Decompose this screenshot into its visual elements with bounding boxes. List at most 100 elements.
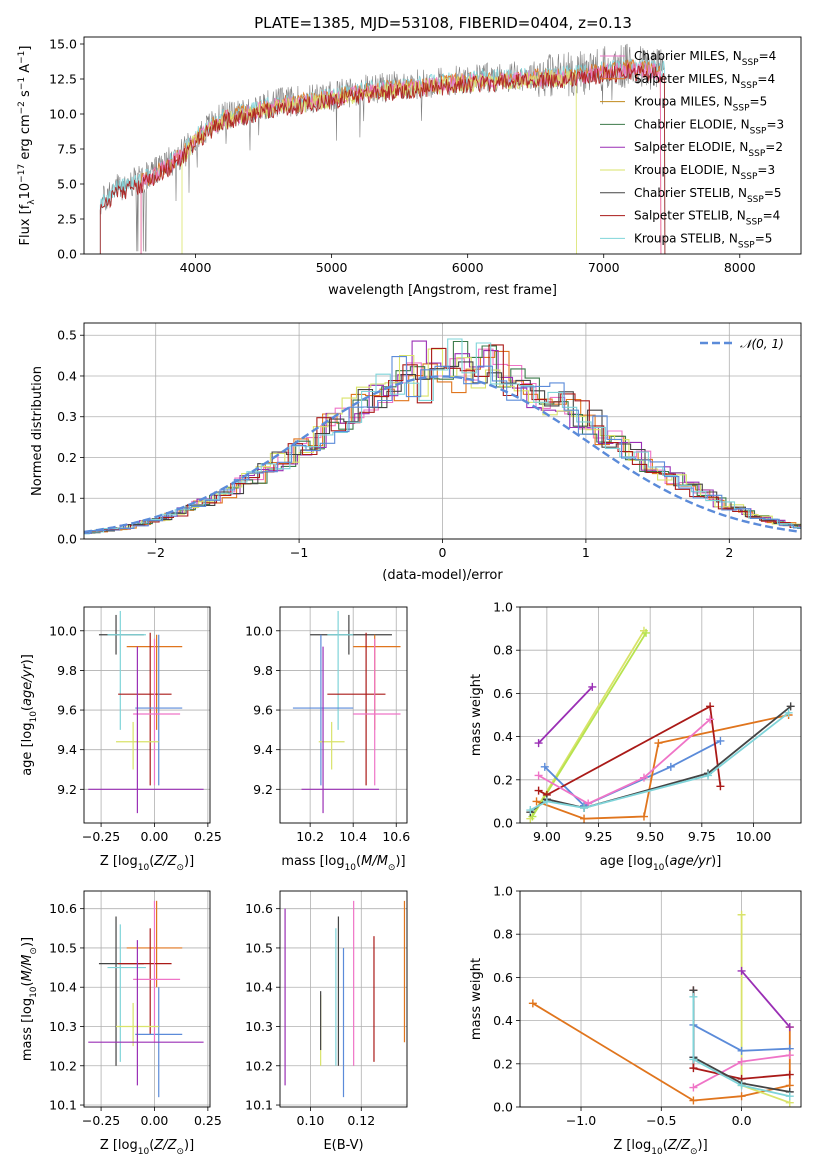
weight-marker <box>737 1092 746 1101</box>
y-tick-label: 10.0 <box>245 623 273 638</box>
mass_vs_Z-ylabel: mass [log10(M/M⊙)] <box>20 937 39 1061</box>
y-tick-label: 10.2 <box>49 1058 77 1073</box>
weight-marker <box>737 1046 746 1055</box>
y-tick-label: 2.5 <box>57 212 77 227</box>
residual-histograms <box>84 338 801 535</box>
weight-marker <box>737 966 746 975</box>
legend-label: Salpeter STELIB, NSSP=4 <box>634 209 780 228</box>
y-tick-label: 0.4 <box>493 729 513 744</box>
age_vs_mass-axes: 10.2 10.4 10.6 9.2 9.4 9.6 9.8 10.0 <box>245 607 410 844</box>
y-tick-label: 10.1 <box>49 1098 77 1113</box>
weight-marker <box>534 771 543 780</box>
y-tick-label: 0.2 <box>493 772 513 787</box>
legend-label-normal: 𝒩(0, 1) <box>740 337 784 351</box>
y-tick-label: 0.2 <box>493 1056 513 1071</box>
mass_vs_Z-errorbars <box>88 900 204 1098</box>
x-tick-label: 9.50 <box>636 829 664 844</box>
weight-marker <box>534 786 543 795</box>
y-tick-label: 9.2 <box>57 782 77 797</box>
legend-label: Kroupa STELIB, NSSP=5 <box>634 231 772 250</box>
x-tick-label: 0.12 <box>347 1113 375 1128</box>
model-spectrum-line <box>181 70 577 254</box>
x-tick-label: 0.00 <box>141 829 169 844</box>
weight-marker <box>716 736 725 745</box>
y-tick-label: 0.0 <box>57 247 77 262</box>
x-tick-label: 10.2 <box>296 829 324 844</box>
weight-marker <box>737 1057 746 1066</box>
x-tick-label: 0.10 <box>297 1113 325 1128</box>
y-tick-label: 12.5 <box>49 72 77 87</box>
y-tick-label: 0.0 <box>57 532 77 547</box>
weight-marker <box>689 1096 698 1105</box>
legend-label: Kroupa ELODIE, NSSP=3 <box>634 163 775 182</box>
weight-series-line <box>536 714 789 820</box>
legend-label: Kroupa MILES, NSSP=5 <box>634 95 767 114</box>
age_vs_Z-axes: −0.25 0.00 0.25 9.2 9.4 9.6 9.8 10.0 <box>49 607 222 844</box>
x-tick-label: −0.25 <box>82 829 120 844</box>
weight-marker <box>784 708 793 717</box>
y-tick-label: 0.3 <box>57 409 77 424</box>
spectrum-axes: 4000 5000 6000 7000 8000 0.0 2.5 5.0 7.5 10.0 12.5… <box>49 37 756 276</box>
x-tick-label: 9.75 <box>688 829 716 844</box>
mass_vs_Z-xlabel: Z [log10(Z/Z⊙)] <box>100 1138 194 1157</box>
residuals-ylabel: Normed distribution <box>30 366 45 496</box>
weight-marker <box>580 803 589 812</box>
x-tick-label: 10.6 <box>382 829 410 844</box>
x-tick-label: 4000 <box>180 260 212 275</box>
age_vs_Z-xlabel: Z [log10(Z/Z⊙)] <box>100 854 194 873</box>
weight-marker <box>580 814 589 823</box>
y-tick-label: 0.0 <box>493 816 513 831</box>
y-tick-label: 0.8 <box>493 927 513 942</box>
x-tick-label: −0.5 <box>646 1113 676 1128</box>
weight-marker <box>540 762 549 771</box>
weight-marker <box>534 739 543 748</box>
x-tick-label: −1 <box>290 545 308 560</box>
weight-marker <box>785 1023 794 1032</box>
x-tick-label: 5000 <box>316 260 348 275</box>
weight-marker <box>526 806 535 815</box>
x-tick-label: 10.00 <box>736 829 772 844</box>
y-tick-label: 10.1 <box>245 1098 273 1113</box>
residuals-xlabel: (data-model)/error <box>382 568 503 583</box>
x-tick-label: −2 <box>146 545 164 560</box>
x-tick-label: 0 <box>439 545 447 560</box>
x-tick-label: 0.00 <box>141 1113 169 1128</box>
x-tick-label: −1.0 <box>566 1113 596 1128</box>
x-tick-label: 0.25 <box>194 829 222 844</box>
weight_vs_age-frame <box>519 606 802 824</box>
y-tick-label: 0.6 <box>493 970 513 985</box>
x-tick-label: 9.00 <box>533 829 561 844</box>
y-tick-label: 7.5 <box>57 142 77 157</box>
y-tick-label: 9.4 <box>57 742 77 757</box>
residual-step-line <box>84 338 801 535</box>
spectrum-ylabel: Flux [fλ10−17 erg cm−2 s−1 A−1] <box>17 46 37 246</box>
x-tick-label: 6000 <box>452 260 484 275</box>
age_vs_Z-errorbars <box>88 610 204 814</box>
weight-series-line <box>531 632 647 817</box>
y-tick-label: 10.6 <box>49 901 77 916</box>
y-tick-label: 10.4 <box>49 980 77 995</box>
weight_vs_Z-ylabel: mass weight <box>469 958 484 1040</box>
weight-marker <box>704 771 713 780</box>
weight-series-line <box>538 718 711 805</box>
weight-marker <box>588 682 597 691</box>
weight-marker <box>716 782 725 791</box>
weight-marker <box>639 773 648 782</box>
x-tick-label: −0.25 <box>82 1113 120 1128</box>
model-spectrum-line <box>99 63 666 254</box>
weight-marker <box>542 797 551 806</box>
y-tick-label: 10.5 <box>49 940 77 955</box>
weight_vs_age-xlabel: age [log10(age/yr)] <box>600 854 722 873</box>
mass_vs_Z-frame <box>83 890 211 1108</box>
y-tick-label: 0.0 <box>493 1100 513 1115</box>
y-tick-label: 10.5 <box>245 940 273 955</box>
y-tick-label: 10.0 <box>49 107 77 122</box>
mass_vs_ebv-xlabel: E(B-V) <box>323 1138 363 1153</box>
y-tick-label: 10.0 <box>49 623 77 638</box>
y-tick-label: 5.0 <box>57 177 77 192</box>
y-tick-label: 1.0 <box>493 884 513 899</box>
y-tick-label: 15.0 <box>49 37 77 52</box>
spectrum-frame <box>83 36 802 255</box>
spectrum-legend: Chabrier MILES, NSSP=4 Salpeter MILES, NS… <box>600 49 784 250</box>
age_vs_mass-errorbars <box>292 610 401 814</box>
